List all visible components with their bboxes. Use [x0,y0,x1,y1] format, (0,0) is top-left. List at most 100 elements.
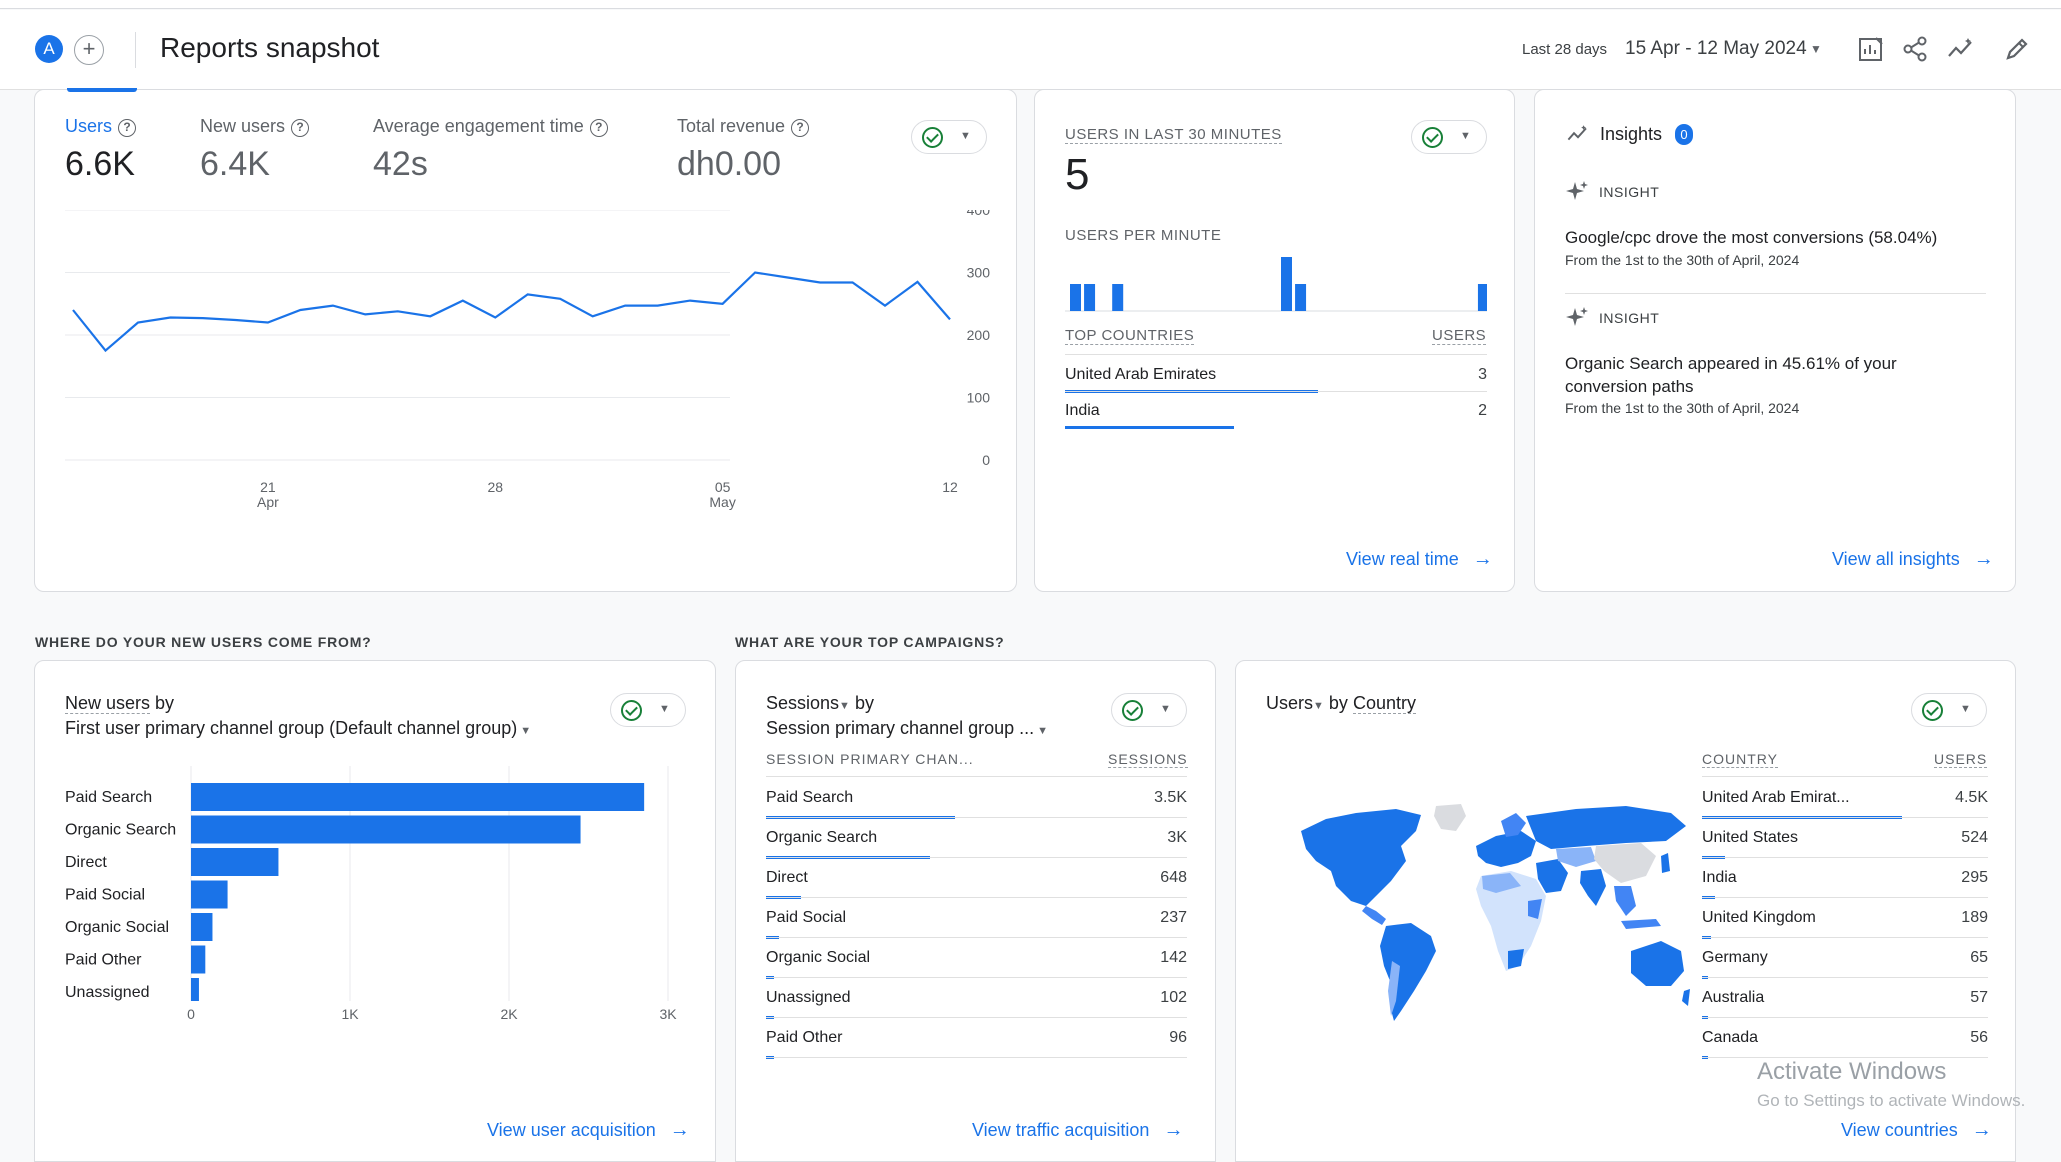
view-all-insights-link[interactable]: View all insights → [1832,548,1994,571]
status-check-dropdown[interactable]: ▼ [1911,693,1987,727]
insight-date-range: From the 1st to the 30th of April, 2024 [1565,400,1800,416]
table-divider [1702,776,1988,777]
metric-value: 6.4K [200,145,270,183]
map-africa-south [1508,949,1524,969]
date-range-dropdown-icon[interactable]: ▼ [1810,42,1822,56]
page-title: Reports snapshot [160,32,380,63]
y-tick-label: 100 [967,390,991,406]
top-countries-header[interactable]: TOP COUNTRIES [1065,327,1195,345]
column-header-users[interactable]: USERS [1934,751,1988,768]
date-range-label[interactable]: Last 28 days [1522,41,1608,58]
date-range-value[interactable]: 15 Apr - 12 May 2024 [1625,38,1807,59]
metric-total-revenue[interactable]: Total revenue? dh0.00 [677,116,810,184]
share-bar [1065,426,1234,429]
help-icon[interactable]: ? [791,119,810,137]
table-row-label: India [1702,869,1737,886]
table-divider [1065,354,1487,355]
windows-activation-watermark-title: Activate Windows [1757,1058,1947,1085]
by-label: by [155,693,175,713]
bar[interactable] [191,783,645,811]
table-row-value: 142 [1160,949,1187,966]
map-japan [1661,853,1670,873]
view-traffic-acquisition-link[interactable]: View traffic acquisition → [972,1119,1183,1142]
arrow-right-icon: → [669,1119,690,1141]
users-header[interactable]: USERS [1432,327,1487,345]
customize-report-icon[interactable] [1856,34,1886,64]
minute-bar[interactable] [1070,284,1081,311]
bar[interactable] [191,815,581,844]
table-row-value: 96 [1169,1029,1187,1046]
caret-down-icon: ▼ [520,725,532,737]
help-icon[interactable]: ? [291,119,310,137]
x-tick-label: 1K [341,1006,359,1022]
card-title: Sessions▼ by [766,693,874,714]
active-tab-indicator [67,88,137,92]
table-row-label: Organic Social [766,949,871,966]
map-africa-north [1482,873,1521,893]
bar[interactable] [191,848,279,876]
realtime-title[interactable]: USERS IN LAST 30 MINUTES [1065,126,1282,144]
metric-new-users[interactable]: New users? 6.4K [200,116,310,184]
insight-text[interactable]: Organic Search appeared in 45.61% of you… [1565,354,1897,396]
minute-bar[interactable] [1084,284,1096,311]
metric-selector[interactable]: New users [65,693,151,714]
dimension-selector[interactable]: Session primary channel group ... ▼ [766,718,1048,739]
status-check-dropdown[interactable]: ▼ [911,120,987,154]
help-icon[interactable]: ? [589,119,608,137]
metric-users[interactable]: Users? 6.6K [65,116,137,184]
share-icon[interactable] [1900,34,1930,64]
per-minute-label: USERS PER MINUTE [1065,227,1222,244]
view-user-acquisition-link[interactable]: View user acquisition → [487,1119,690,1142]
y-tick-label: 400 [967,210,991,218]
property-avatar[interactable]: A [35,35,63,63]
bar[interactable] [191,945,206,974]
help-icon[interactable]: ? [118,119,137,137]
row-divider [1702,977,1988,978]
view-countries-link[interactable]: View countries → [1841,1119,1992,1142]
bar[interactable] [191,880,228,909]
dimension-selector[interactable]: First user primary channel group (Defaul… [65,718,531,739]
column-header-sessions[interactable]: SESSIONS [1108,751,1188,768]
minute-bar[interactable] [1112,284,1124,311]
metric-selector[interactable]: Sessions▼ [766,693,850,713]
add-comparison-button[interactable]: + [74,35,104,65]
sparkle-icon [1566,307,1588,326]
table-row-value: 65 [1970,949,1988,966]
table-divider [766,776,1187,777]
x-tick-day: 28 [487,479,503,495]
minute-bar[interactable] [1295,284,1307,311]
row-divider [1702,1057,1988,1058]
table-row-value: 4.5K [1955,789,1988,806]
status-check-dropdown[interactable]: ▼ [1111,693,1187,727]
y-tick-label: 300 [967,265,991,281]
insights-trend-icon[interactable] [1946,34,1976,64]
minute-bar[interactable] [1281,257,1292,311]
edit-icon[interactable] [2002,34,2032,64]
map-southeast-asia [1614,886,1636,916]
map-middle-east [1536,859,1568,893]
table-row-value: 237 [1160,909,1187,926]
status-check-dropdown[interactable]: ▼ [610,693,686,727]
caret-down-icon: ▼ [1313,700,1324,712]
map-africa-east [1528,899,1542,919]
chevron-down-icon: ▼ [659,703,670,715]
insights-count-badge: 0 [1675,124,1693,145]
bar[interactable] [191,913,213,941]
dimension-selector[interactable]: Country [1352,693,1416,714]
bar[interactable] [191,978,199,1001]
status-check-dropdown[interactable]: ▼ [1411,120,1487,154]
table-row-label: United Kingdom [1702,909,1816,926]
insight-text[interactable]: Google/cpc drove the most conversions (5… [1565,228,1938,247]
metric-avg-engagement-time[interactable]: Average engagement time? 42s [373,116,608,184]
map-china [1594,843,1656,883]
minute-bar[interactable] [1477,284,1487,311]
bar-category-label: Direct [65,854,107,871]
column-header-country[interactable]: COUNTRY [1702,751,1778,768]
windows-activation-watermark-subtitle: Go to Settings to activate Windows. [1757,1091,2026,1110]
metric-label: New users [200,116,286,136]
bar-category-label: Unassigned [65,984,150,1001]
table-row-label: Unassigned [766,989,851,1006]
view-real-time-link[interactable]: View real time → [1346,548,1493,571]
insights-trend-icon [1567,125,1587,141]
metric-selector[interactable]: Users▼ [1266,693,1324,713]
